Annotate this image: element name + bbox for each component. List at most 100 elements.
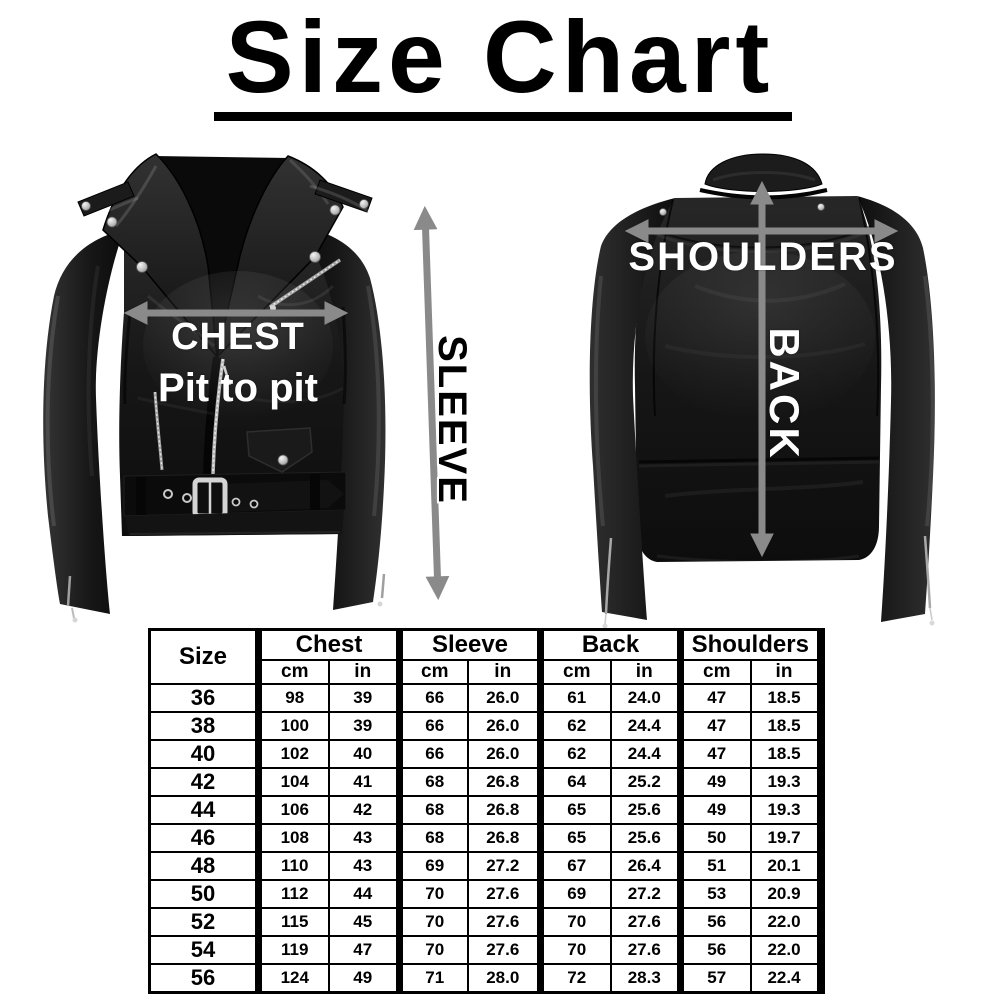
table-cell: 110 — [255, 851, 330, 881]
table-cell: 20.1 — [749, 851, 822, 881]
table-cell: 68 — [396, 767, 469, 797]
table-cell: 70 — [537, 935, 612, 965]
unit-header-cm: cm — [677, 659, 752, 685]
size-cell: 44 — [148, 795, 260, 825]
table-cell: 45 — [327, 907, 401, 937]
size-cell: 38 — [148, 711, 260, 741]
table-cell: 26.0 — [466, 683, 542, 713]
table-cell: 19.3 — [749, 795, 822, 825]
table-cell: 26.8 — [466, 823, 542, 853]
table-cell: 27.6 — [466, 879, 542, 909]
table-row: 40 102 40 66 26.0 62 24.4 47 18.5 — [148, 739, 822, 769]
table-cell: 27.6 — [466, 935, 542, 965]
table-cell: 66 — [396, 739, 469, 769]
table-cell: 69 — [396, 851, 469, 881]
front-flap-pocket — [246, 427, 313, 473]
size-cell: 54 — [148, 935, 260, 965]
table-cell: 25.2 — [609, 767, 682, 797]
table-row: 44 106 42 68 26.8 65 25.6 49 19.3 — [148, 795, 822, 825]
front-left-epaulette — [77, 181, 135, 217]
table-cell: 19.7 — [749, 823, 822, 853]
table-cell: 70 — [396, 935, 469, 965]
table-cell: 27.2 — [609, 879, 682, 909]
chest-label: CHEST — [171, 316, 305, 358]
back-left-sleeve — [589, 198, 675, 620]
column-header-size: Size — [148, 628, 260, 685]
unit-header-in: in — [609, 659, 682, 685]
table-row: 50 112 44 70 27.6 69 27.2 53 20.9 — [148, 879, 822, 909]
table-cell: 47 — [327, 935, 401, 965]
table-cell: 57 — [677, 963, 752, 994]
size-table: Size Chest Sleeve Back Shoulders cm in c… — [148, 628, 825, 994]
table-cell: 44 — [327, 879, 401, 909]
table-cell: 112 — [255, 879, 330, 909]
table-cell: 19.3 — [749, 767, 822, 797]
table-cell: 27.2 — [466, 851, 542, 881]
back-jacket-image — [589, 153, 935, 629]
table-cell: 26.0 — [466, 711, 542, 741]
column-header-chest: Chest — [255, 628, 401, 661]
back-right-cuff-zipper — [923, 535, 932, 609]
table-cell: 43 — [327, 823, 401, 853]
front-right-epaulette — [314, 179, 373, 213]
table-cell: 56 — [677, 907, 752, 937]
title-underline — [214, 112, 792, 121]
size-cell: 42 — [148, 767, 260, 797]
table-row: 56 124 49 71 28.0 72 28.3 57 22.4 — [148, 963, 822, 994]
table-cell: 70 — [396, 907, 469, 937]
table-cell: 119 — [255, 935, 330, 965]
table-cell: 51 — [677, 851, 752, 881]
table-cell: 27.6 — [609, 935, 682, 965]
size-cell: 36 — [148, 683, 260, 713]
table-cell: 43 — [327, 851, 401, 881]
table-row: 48 110 43 69 27.2 67 26.4 51 20.1 — [148, 851, 822, 881]
unit-header-in: in — [749, 659, 822, 685]
sleeve-label: SLEEVE — [430, 335, 474, 505]
table-cell: 24.4 — [609, 739, 682, 769]
table-cell: 22.4 — [749, 963, 822, 994]
table-row: 52 115 45 70 27.6 70 27.6 56 22.0 — [148, 907, 822, 937]
table-row: 54 119 47 70 27.6 70 27.6 56 22.0 — [148, 935, 822, 965]
table-cell: 100 — [255, 711, 330, 741]
table-cell: 26.0 — [466, 739, 542, 769]
table-cell: 68 — [396, 823, 469, 853]
table-cell: 71 — [396, 963, 469, 994]
table-cell: 98 — [255, 683, 330, 713]
table-cell: 20.9 — [749, 879, 822, 909]
column-header-back: Back — [537, 628, 682, 661]
back-right-sleeve — [857, 196, 935, 622]
table-cell: 18.5 — [749, 739, 822, 769]
unit-header-cm: cm — [537, 659, 612, 685]
column-header-sleeve: Sleeve — [396, 628, 542, 661]
table-cell: 108 — [255, 823, 330, 853]
table-cell: 62 — [537, 739, 612, 769]
table-cell: 49 — [677, 767, 752, 797]
table-row: 36 98 39 66 26.0 61 24.0 47 18.5 — [148, 683, 822, 713]
table-row: 38 100 39 66 26.0 62 24.4 47 18.5 — [148, 711, 822, 741]
table-cell: 24.0 — [609, 683, 682, 713]
column-header-shoulders: Shoulders — [677, 628, 822, 661]
table-cell: 66 — [396, 683, 469, 713]
table-cell: 56 — [677, 935, 752, 965]
table-cell: 70 — [396, 879, 469, 909]
table-cell: 27.6 — [466, 907, 542, 937]
table-cell: 65 — [537, 795, 612, 825]
table-cell: 65 — [537, 823, 612, 853]
table-cell: 124 — [255, 963, 330, 994]
table-cell: 115 — [255, 907, 330, 937]
table-cell: 66 — [396, 711, 469, 741]
table-cell: 62 — [537, 711, 612, 741]
table-cell: 18.5 — [749, 683, 822, 713]
size-cell: 50 — [148, 879, 260, 909]
table-cell: 18.5 — [749, 711, 822, 741]
size-cell: 48 — [148, 851, 260, 881]
pit-to-pit-label: Pit to pit — [158, 366, 318, 410]
table-cell: 26.8 — [466, 767, 542, 797]
unit-header-cm: cm — [255, 659, 330, 685]
unit-header-cm: cm — [396, 659, 469, 685]
table-cell: 47 — [677, 683, 752, 713]
table-cell: 61 — [537, 683, 612, 713]
table-cell: 39 — [327, 683, 401, 713]
table-cell: 47 — [677, 739, 752, 769]
